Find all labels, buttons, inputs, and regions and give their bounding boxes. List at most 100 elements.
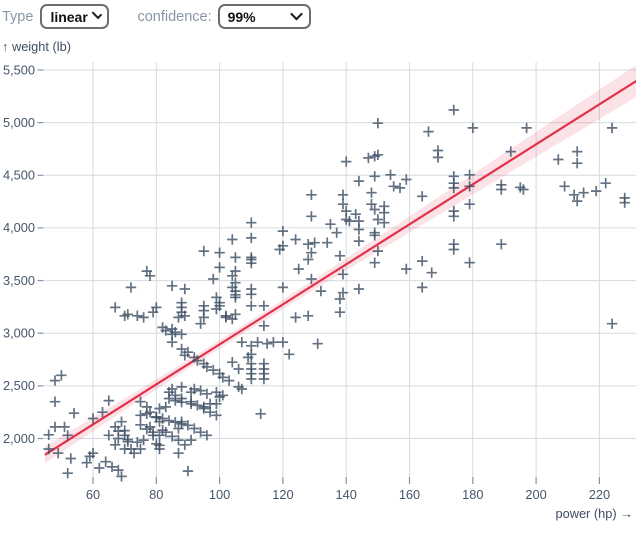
scatter-point [201, 430, 213, 441]
scatter-point [277, 240, 289, 251]
scatter-point [464, 199, 475, 210]
scatter-point [154, 403, 165, 414]
scatter-point [214, 247, 225, 258]
scatter-point [417, 255, 428, 267]
confidence-select[interactable]: 99% [217, 4, 311, 29]
scatter-point [110, 439, 121, 450]
scatter-point [369, 204, 380, 215]
scatter-point [230, 309, 241, 320]
scatter-point [151, 302, 162, 313]
scatter-point [372, 214, 384, 225]
scatter-point [464, 181, 475, 192]
scatter-point [448, 244, 459, 255]
scatter-point [600, 178, 611, 189]
scatter-point [334, 307, 346, 318]
regression-layer [44, 65, 636, 464]
scatter-point [331, 227, 342, 238]
scatter-point [211, 398, 222, 409]
scatter-point [246, 289, 257, 300]
scatter-point [198, 312, 209, 323]
y-tick-label: 3,000 [3, 326, 35, 341]
scatter-point [426, 267, 437, 278]
scatter-point [401, 174, 412, 185]
scatter-point [417, 282, 428, 293]
scatter-point [138, 312, 149, 323]
scatter-point [208, 364, 219, 376]
y-tick-label: 2,500 [3, 378, 35, 393]
scatter-point [303, 254, 314, 265]
scatter-point [366, 187, 377, 198]
scatter-point [591, 185, 602, 197]
scatter-point [227, 357, 238, 368]
scatter-point [116, 416, 127, 427]
scatter-point [211, 410, 222, 421]
scatter-point [496, 239, 507, 250]
x-tick-label: 80 [149, 487, 163, 502]
scatter-point [132, 310, 143, 321]
scatter-point [258, 300, 270, 311]
scatter-point [182, 465, 194, 477]
scatter-point [372, 245, 384, 257]
scatter-point [87, 413, 99, 424]
scatter-point [160, 427, 171, 438]
y-tick-label: 4,000 [3, 220, 35, 235]
scatter-point [277, 225, 289, 237]
scatter-point [176, 329, 187, 340]
scatter-point [369, 230, 380, 241]
scatter-point [284, 349, 295, 360]
scatter-point [103, 430, 114, 441]
scatter-point [125, 282, 137, 293]
scatter-point [230, 292, 241, 303]
scatter-point [496, 184, 507, 195]
scatter-point [246, 373, 257, 385]
scatter-point [290, 312, 301, 323]
scatter-point [553, 154, 564, 165]
scatter-point [337, 269, 349, 280]
scatter-point [135, 419, 146, 430]
scatter-point [258, 320, 270, 331]
scatter-point [217, 372, 228, 383]
scatter-point [43, 443, 54, 455]
scatter-point [81, 457, 92, 468]
scatter-point [176, 343, 187, 355]
scatter-point [505, 146, 516, 157]
scatter-point [116, 471, 127, 482]
scatter-point [236, 383, 247, 395]
scatter-point [208, 273, 219, 285]
scatter-point [179, 439, 190, 450]
scatter-point [303, 239, 314, 250]
type-select[interactable]: linear [40, 4, 110, 29]
scatter-point [341, 156, 352, 167]
y-tick-label: 3,500 [3, 273, 35, 288]
y-tick-label: 2,000 [3, 431, 35, 446]
scatter-point [144, 407, 156, 418]
y-axis-title: ↑ weight (lb) [2, 39, 71, 54]
scatter-point [185, 398, 197, 409]
scatter-point [388, 181, 399, 192]
x-axis-title: power (hp) → [555, 506, 633, 521]
scatter-point [379, 217, 390, 228]
scatter-point [578, 187, 589, 198]
scatter-point [201, 388, 213, 399]
scatter-point [417, 191, 428, 202]
scatter-point [246, 349, 257, 360]
y-tick-label: 5,000 [3, 115, 35, 130]
scatter-point [144, 421, 156, 433]
scatter-point [182, 420, 194, 431]
scatter-point [572, 158, 583, 169]
scatter-point [261, 338, 273, 349]
scatter-point [220, 312, 232, 323]
y-tick-label: 5,500 [3, 62, 35, 77]
scatter-point [166, 280, 178, 291]
scatter-point [353, 224, 365, 235]
scatter-point [379, 207, 390, 218]
scatter-point [337, 287, 349, 298]
type-label: Type [2, 8, 34, 25]
scatter-point [94, 462, 105, 474]
scatter-point [306, 273, 317, 285]
x-tick-label: 220 [589, 487, 610, 502]
chevron-down-icon [289, 7, 303, 20]
scatter-point [337, 199, 349, 210]
